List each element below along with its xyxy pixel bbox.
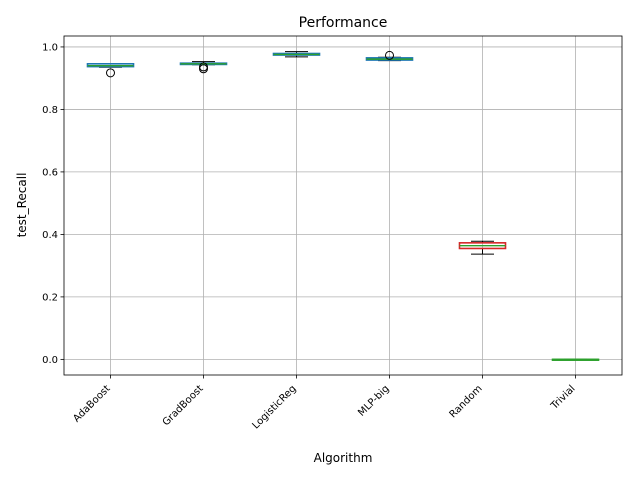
y-tick-label: 0.2 bbox=[42, 292, 58, 303]
box-mlp-big bbox=[365, 50, 414, 62]
box-adaboost bbox=[86, 62, 135, 78]
y-ticks: 0.0 0.2 0.4 0.6 0.8 1.0 bbox=[42, 42, 64, 366]
boxes bbox=[86, 50, 600, 361]
y-tick-label: 0.0 bbox=[42, 355, 58, 366]
x-tick-label: MLP-big bbox=[356, 383, 391, 418]
plot-frame bbox=[63, 35, 623, 376]
grid-lines bbox=[64, 36, 622, 375]
x-tick-label: LogisticReg bbox=[251, 383, 299, 431]
y-tick-label: 0.4 bbox=[42, 230, 58, 241]
x-tick-label: Trivial bbox=[549, 383, 578, 412]
outlier-point bbox=[199, 62, 208, 72]
y-tick-label: 0.6 bbox=[42, 167, 58, 178]
y-tick-label: 0.8 bbox=[42, 105, 58, 116]
x-tick-label: GradBoost bbox=[161, 383, 206, 428]
x-axis-label: Algorithm bbox=[314, 451, 373, 465]
chart-title: Performance bbox=[299, 15, 388, 31]
box-random bbox=[458, 240, 507, 255]
x-tick-label: AdaBoost bbox=[71, 383, 112, 424]
box-logisticreg bbox=[272, 51, 321, 58]
box-trivial bbox=[551, 358, 600, 361]
x-ticks: AdaBoost GradBoost LogisticReg MLP-big Rando… bbox=[71, 375, 578, 431]
y-tick-label: 1.0 bbox=[42, 42, 58, 53]
y-axis-label: test_Recall bbox=[15, 173, 29, 238]
x-tick-label: Random bbox=[448, 383, 485, 420]
box-gradboost bbox=[179, 61, 228, 74]
outlier-point bbox=[106, 68, 115, 78]
plot-area bbox=[64, 36, 622, 375]
outlier-point bbox=[385, 50, 394, 60]
